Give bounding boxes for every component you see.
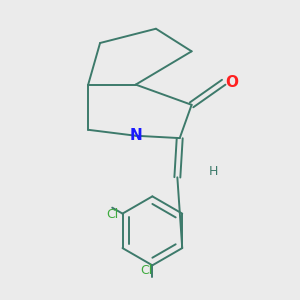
Text: Cl: Cl [106, 208, 118, 221]
Text: O: O [226, 75, 238, 90]
Text: H: H [208, 165, 218, 178]
Text: Cl: Cl [140, 264, 153, 277]
Text: N: N [129, 128, 142, 143]
